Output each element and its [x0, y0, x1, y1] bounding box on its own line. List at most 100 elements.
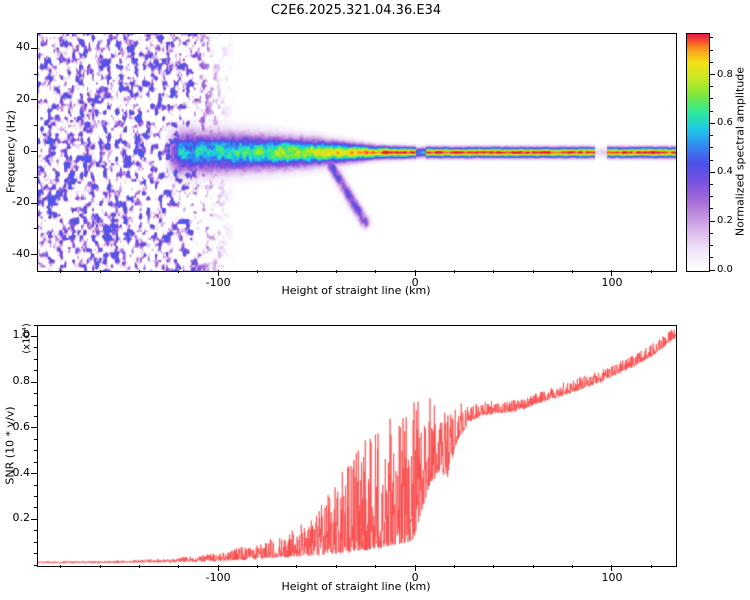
spectrogram-x-minor-tick	[572, 270, 574, 273]
snr-y-minor-tick	[34, 564, 37, 566]
spectrogram-x-minor-tick	[375, 270, 377, 273]
snr-x-minor-tick	[493, 565, 495, 568]
snr-y-tick-label: 0.2	[12, 511, 31, 525]
snr-x-tick-label: -100	[205, 571, 231, 584]
snr-y-major-tick	[31, 381, 37, 383]
spectrogram-x-minor-tick	[60, 270, 62, 273]
colorbar-tick-label: 0.0	[717, 264, 733, 275]
colorbar-major-tick	[710, 74, 715, 76]
snr-y-minor-tick	[34, 507, 37, 509]
colorbar-tick-label: 0.2	[717, 215, 733, 227]
colorbar-major-tick	[710, 269, 715, 271]
snr-y-minor-tick	[34, 404, 37, 406]
snr-y-tick-label: 0.6	[12, 419, 31, 433]
snr-y-minor-tick	[34, 495, 37, 497]
spectrogram-y-major-tick	[31, 99, 37, 101]
snr-y-minor-tick	[34, 358, 37, 360]
snr-y-minor-tick	[34, 393, 37, 395]
snr-y-tick-label: 0.4	[12, 465, 31, 479]
snr-y-major-tick	[31, 335, 37, 337]
spectrogram-y-major-tick	[31, 151, 37, 152]
colorbar-tick-label: 0.6	[717, 117, 733, 129]
colorbar-minor-tick	[710, 232, 713, 234]
colorbar-major-tick	[710, 171, 715, 173]
colorbar-minor-tick	[710, 196, 713, 198]
spectrogram-x-tick-label: 100	[601, 276, 623, 289]
spectrogram-y-tick-label: -20	[12, 195, 30, 209]
spectrogram-plot-area	[37, 33, 677, 272]
spectrogram-y-tick-label: 0	[23, 143, 30, 157]
spectrogram-x-minor-tick	[335, 270, 337, 273]
spectrogram-y-minor-tick	[34, 228, 37, 230]
snr-x-minor-tick	[572, 565, 574, 568]
colorbar-minor-tick	[710, 98, 713, 100]
colorbar-minor-tick	[710, 135, 713, 137]
spectrogram-x-minor-tick	[453, 270, 455, 273]
snr-plot-area	[37, 325, 677, 567]
snr-x-minor-tick	[178, 565, 180, 568]
snr-x-minor-tick	[335, 565, 337, 568]
spectrogram-y-tick-label: 40	[16, 40, 30, 54]
spectrogram-x-minor-tick	[138, 270, 140, 273]
snr-yaxis-label: SNR (10 * v/v)	[3, 406, 17, 485]
snr-y-minor-tick	[34, 484, 37, 486]
snr-x-major-tick	[414, 565, 416, 571]
snr-y-major-tick	[31, 427, 37, 429]
spectrogram-x-minor-tick	[493, 270, 495, 273]
snr-y-minor-tick	[34, 347, 37, 349]
colorbar-minor-tick	[710, 257, 713, 259]
spectrogram-x-tick-label: 0	[411, 276, 419, 289]
snr-y-minor-tick	[34, 450, 37, 452]
spectrogram-x-major-tick	[611, 270, 613, 276]
snr-x-minor-tick	[138, 565, 140, 568]
snr-y-minor-tick	[34, 553, 37, 555]
colorbar-minor-tick	[710, 245, 713, 247]
snr-x-tick-label: 0	[411, 571, 419, 584]
snr-y-tick-label: 0.8	[12, 374, 31, 388]
spectrogram-x-minor-tick	[650, 270, 652, 273]
spectrogram-x-minor-tick	[532, 270, 534, 273]
snr-x-minor-tick	[532, 565, 534, 568]
spectrogram-y-major-tick	[31, 254, 37, 256]
colorbar-minor-tick	[710, 183, 713, 185]
snr-canvas	[38, 326, 676, 566]
snr-y-minor-tick	[34, 461, 37, 463]
snr-x-major-tick	[217, 565, 219, 571]
snr-y-minor-tick	[34, 438, 37, 440]
colorbar-minor-tick	[710, 110, 713, 112]
spectrogram-x-minor-tick	[296, 270, 298, 273]
snr-x-major-tick	[611, 565, 613, 571]
snr-x-tick-label: 100	[601, 571, 623, 584]
figure-title: C2E6.2025.321.04.36.E34	[270, 3, 442, 18]
colorbar-major-tick	[710, 122, 715, 124]
spectrogram-x-major-tick	[414, 270, 416, 276]
snr-x-minor-tick	[650, 565, 652, 568]
snr-y-minor-tick	[34, 541, 37, 543]
spectrogram-y-major-tick	[31, 47, 37, 49]
spectrogram-xaxis-label: Height of straight line (km)	[281, 284, 431, 297]
colorbar-minor-tick	[710, 159, 713, 161]
snr-x-minor-tick	[453, 565, 455, 568]
spectrogram-x-major-tick	[217, 270, 219, 276]
colorbar-tick-label: 0.4	[717, 166, 733, 178]
colorbar-tick-label: 0.8	[717, 68, 733, 80]
spectrogram-y-major-tick	[31, 202, 37, 204]
snr-y-major-tick	[31, 473, 37, 475]
snr-x-minor-tick	[375, 565, 377, 568]
snr-x-minor-tick	[296, 565, 298, 568]
snr-x-minor-tick	[99, 565, 101, 568]
snr-x-minor-tick	[257, 565, 259, 568]
snr-y-minor-tick	[34, 530, 37, 532]
snr-x-minor-tick	[60, 565, 62, 568]
snr-y-minor-tick	[34, 324, 37, 326]
spectrogram-x-minor-tick	[178, 270, 180, 273]
colorbar-minor-tick	[710, 86, 713, 88]
colorbar-minor-tick	[710, 37, 713, 39]
spectrogram-y-tick-label: -40	[12, 246, 30, 260]
spectrogram-x-minor-tick	[99, 270, 101, 273]
colorbar-minor-tick	[710, 49, 713, 51]
colorbar-label: Normalized spectral amplitude	[733, 66, 747, 237]
spectrogram-y-tick-label: 20	[16, 91, 30, 105]
snr-y-tick-label: 1.0	[12, 328, 31, 342]
